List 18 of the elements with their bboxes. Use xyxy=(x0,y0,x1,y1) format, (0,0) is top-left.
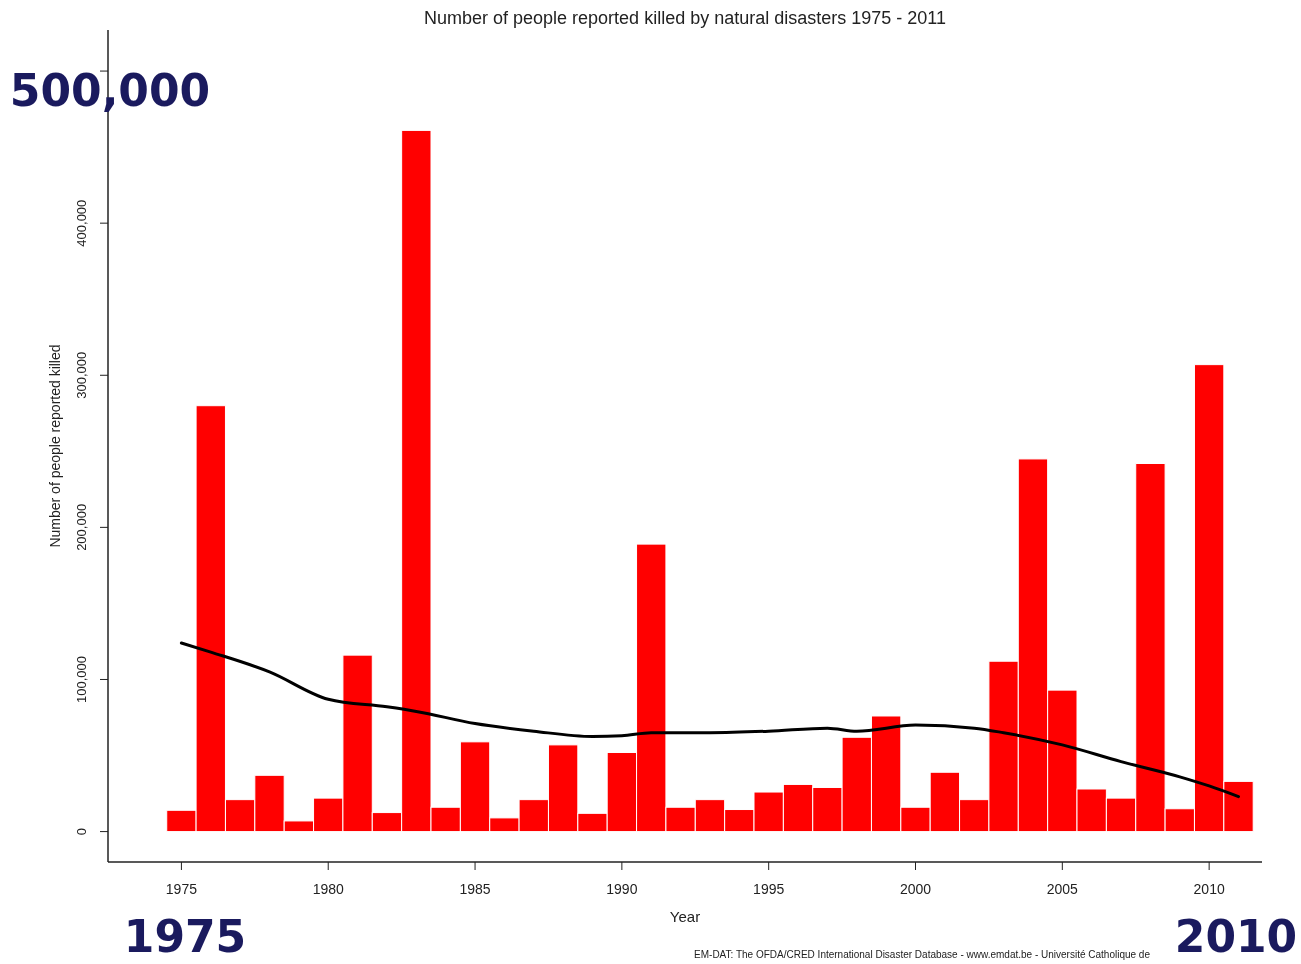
x-tick-label: 2010 xyxy=(1193,881,1225,897)
x-tick-label: 1985 xyxy=(459,881,491,897)
text: EM-DAT: The OFDA/CRED International Disaster Database - www.emdat.be - Université Catholique de xyxy=(694,949,1151,960)
x-tick-label: 1980 xyxy=(312,881,345,897)
x-tick-label: 2005 xyxy=(1046,881,1079,897)
x-tick-label: 2000 xyxy=(899,881,932,897)
line-series xyxy=(179,641,1241,799)
chart-title: Number of people reported killed by natural disasters 1975 - 2011 xyxy=(424,8,946,28)
y-tick-label: 100,000 xyxy=(74,655,89,703)
y-tick-label: 200,000 xyxy=(74,503,89,551)
y-tick-label: 300,000 xyxy=(74,351,89,399)
x-tick-label: 1990 xyxy=(606,881,638,897)
y-axis-title: Number of people reported killed xyxy=(47,344,63,548)
x-axis-title: Year xyxy=(669,908,701,925)
y-tick-label: 0 xyxy=(74,827,89,836)
x-tick-label: 1995 xyxy=(753,881,785,897)
y-tick-label: 400,000 xyxy=(74,199,89,247)
x-tick-label: 1975 xyxy=(165,881,198,897)
